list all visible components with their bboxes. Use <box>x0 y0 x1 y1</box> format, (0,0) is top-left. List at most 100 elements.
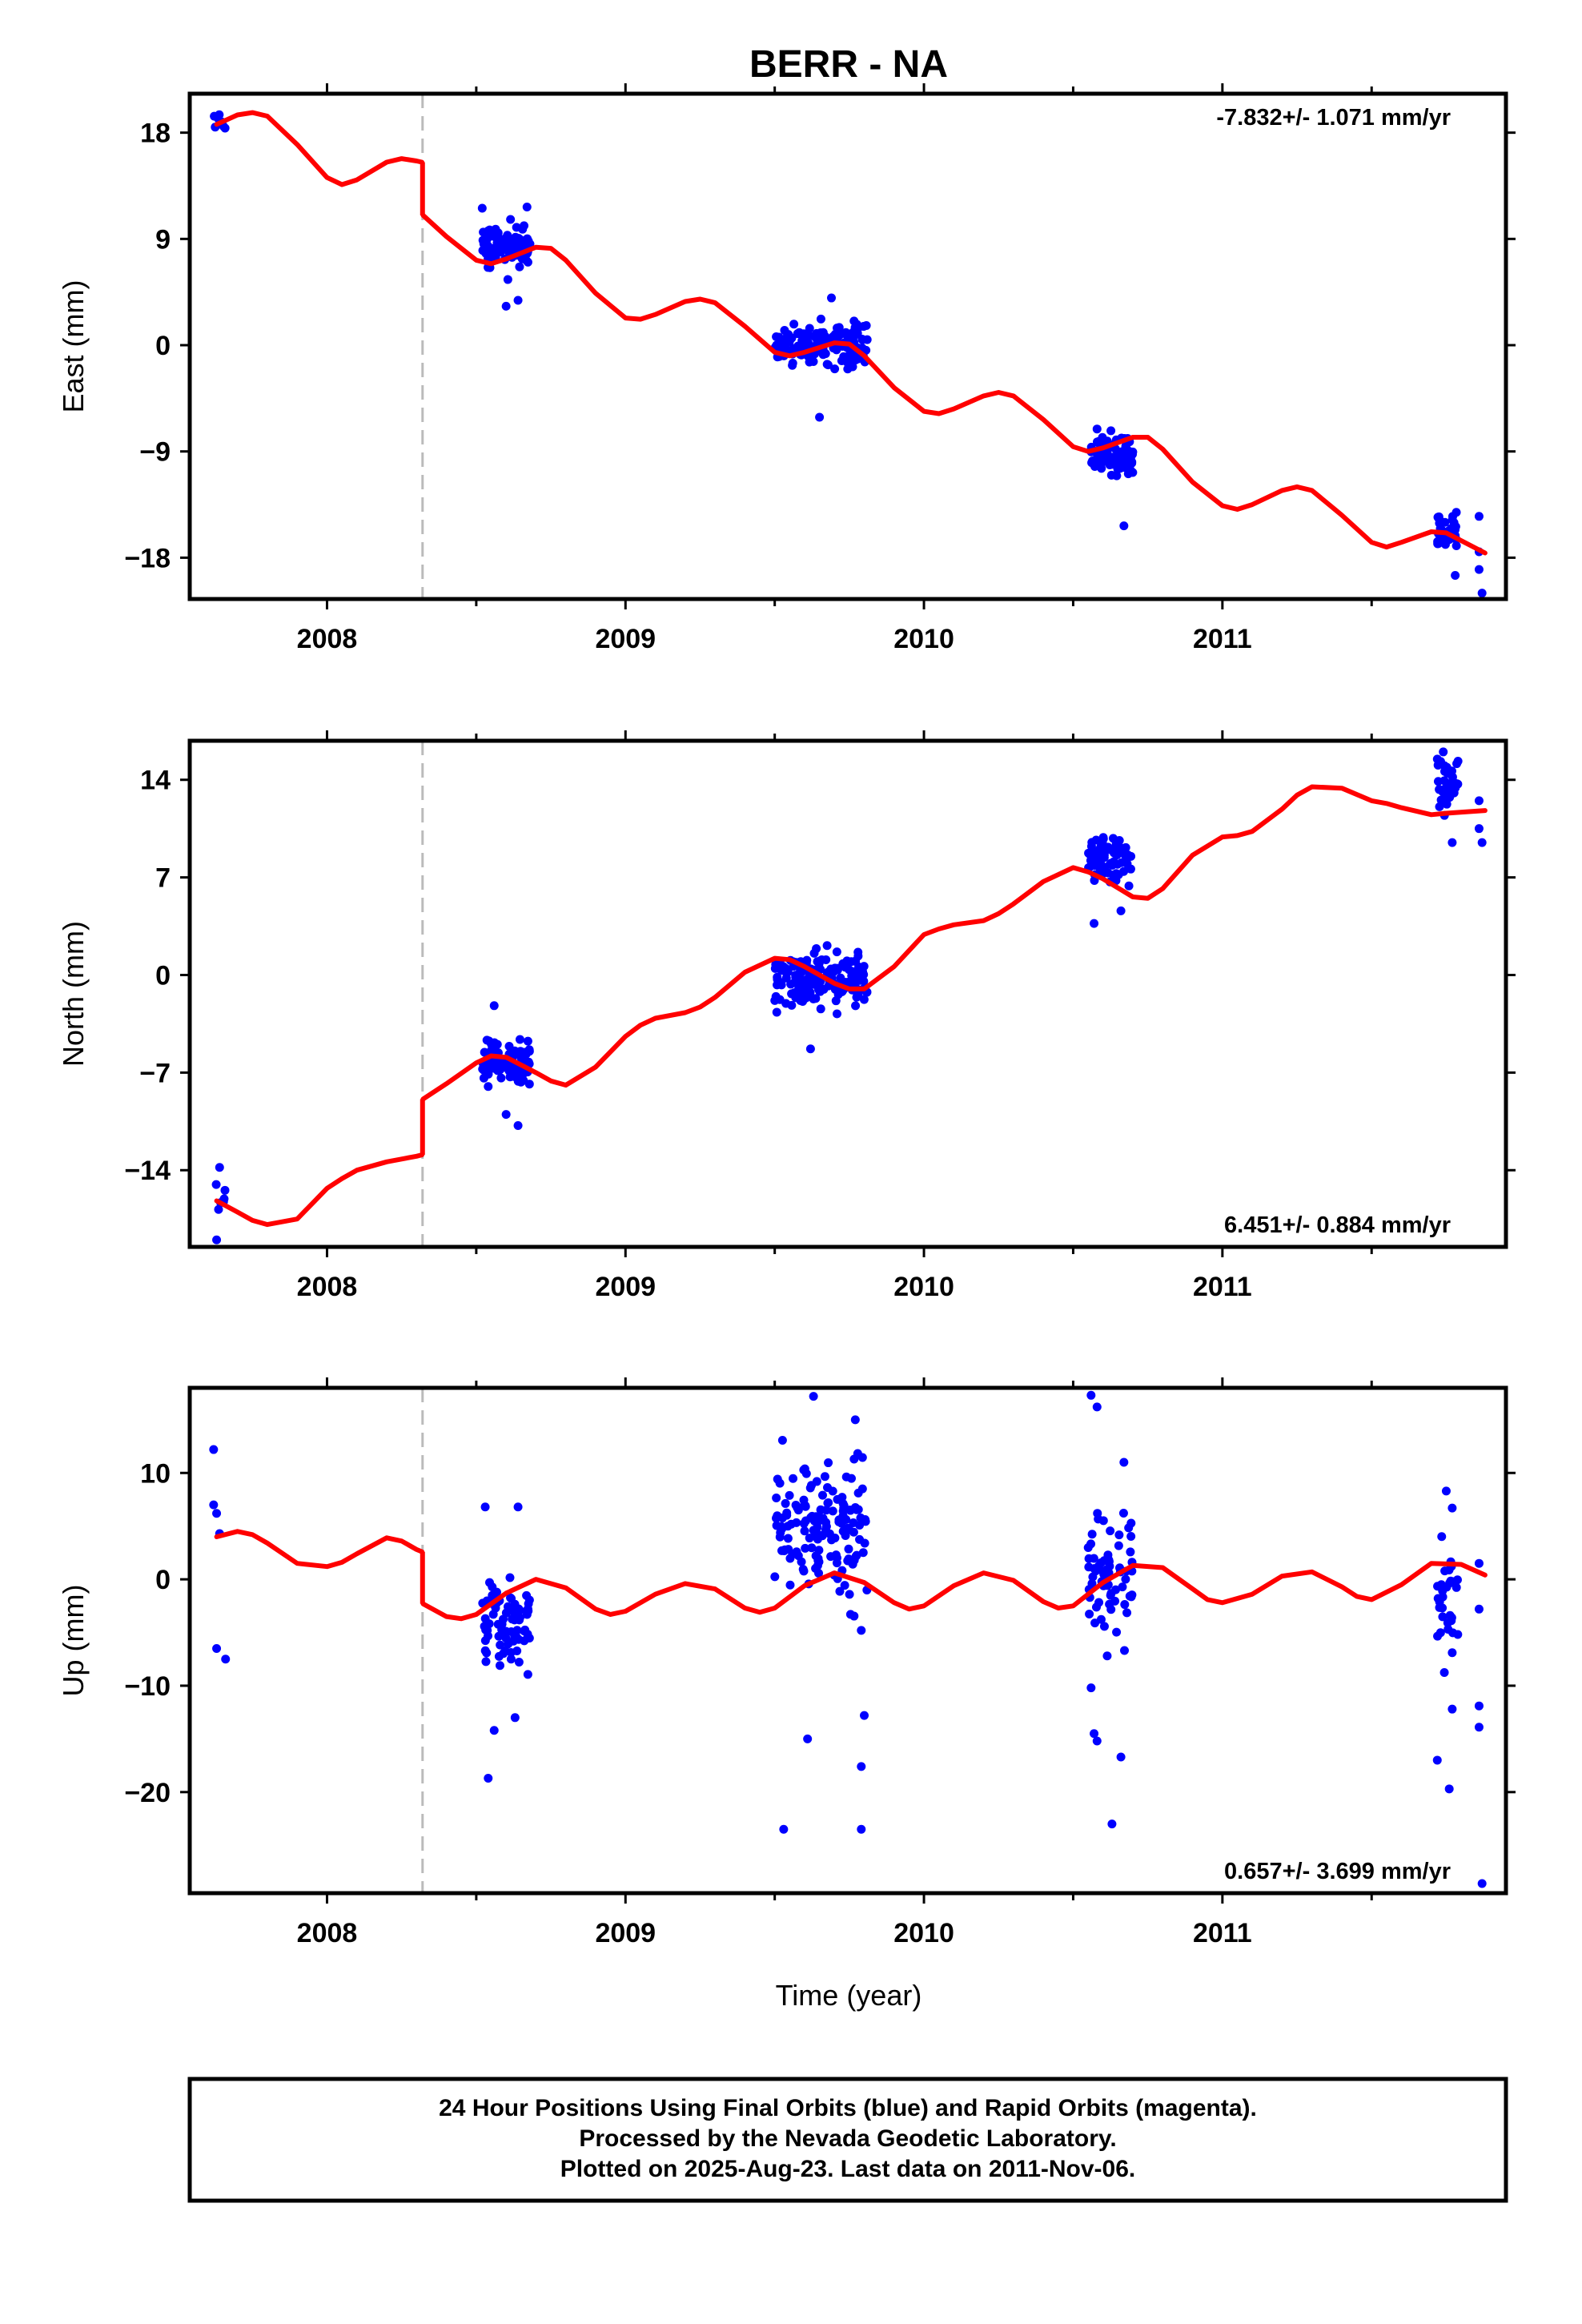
up-data-point <box>830 1534 840 1543</box>
up-data-point <box>860 1538 869 1548</box>
east-data-point <box>220 123 230 133</box>
east-data-point <box>1099 453 1109 463</box>
up-data-point <box>1084 1562 1094 1572</box>
up-data-point <box>505 1573 515 1582</box>
up-data-point <box>522 1590 532 1600</box>
north-data-point <box>214 1204 223 1214</box>
up-data-point <box>1435 1602 1444 1612</box>
north-frame <box>187 738 1508 1249</box>
north-data-point <box>1474 824 1484 834</box>
up-data-point <box>1433 1631 1443 1641</box>
up-data-point <box>495 1661 504 1671</box>
north-data-point <box>510 1046 520 1055</box>
up-data-point <box>1120 1646 1130 1655</box>
up-data-point <box>777 1435 787 1445</box>
up-y-tick-label: 10 <box>140 1458 171 1489</box>
up-data-point <box>841 1531 850 1541</box>
up-data-point <box>1447 1503 1457 1513</box>
up-data-point <box>1120 1600 1130 1610</box>
up-data-point <box>520 1626 529 1636</box>
up-data-point <box>506 1647 516 1657</box>
north-data-point <box>777 980 786 990</box>
east-data-point <box>524 236 533 246</box>
east-data-point <box>521 255 531 265</box>
up-data-point <box>480 1646 490 1655</box>
up-data-point <box>524 1599 533 1609</box>
east-data-point <box>853 354 863 364</box>
up-data-point <box>1439 1667 1449 1677</box>
up-data-point <box>1106 1526 1115 1536</box>
east-data-point <box>815 412 825 422</box>
north-data-point <box>489 1063 499 1072</box>
up-data-point <box>1126 1547 1135 1557</box>
east-data-point <box>1092 424 1102 434</box>
north-data-point <box>513 1121 523 1131</box>
up-data-point <box>1092 1736 1102 1746</box>
up-data-point <box>1441 1486 1451 1496</box>
north-data-point <box>859 976 869 986</box>
up-data-point <box>1122 1608 1132 1618</box>
north-data-point <box>832 947 841 957</box>
east-data-point <box>774 332 784 342</box>
up-y-axis-label: Up (mm) <box>57 1585 90 1697</box>
north-data-point <box>1447 787 1457 797</box>
up-data-point <box>1102 1651 1112 1661</box>
up-data-point <box>1440 1566 1450 1576</box>
east-y-tick-label: 9 <box>155 224 171 255</box>
up-data-point <box>1085 1609 1094 1618</box>
north-data-point <box>809 994 818 1003</box>
north-data-point <box>215 1163 224 1172</box>
up-x-tick-label: 2011 <box>1193 1918 1252 1948</box>
up-data-point <box>1474 1558 1484 1568</box>
east-data-point <box>812 328 821 338</box>
north-data-point <box>822 941 832 951</box>
caption-line-1: 24 Hour Positions Using Final Orbits (bl… <box>439 2095 1257 2121</box>
north-model-curve <box>420 784 1488 1102</box>
east-data-point <box>1477 589 1487 598</box>
up-data-point <box>1104 1568 1114 1578</box>
north-data-point <box>798 990 808 999</box>
up-data-point <box>1126 1531 1136 1541</box>
north-data-point <box>489 1001 499 1011</box>
up-data-point <box>800 1526 809 1536</box>
up-data-point <box>1112 1627 1122 1637</box>
up-data-point <box>1438 1612 1447 1622</box>
up-data-point <box>775 1532 785 1542</box>
east-data-point <box>1440 540 1450 549</box>
north-data-point <box>1108 834 1118 843</box>
up-data-point <box>857 1626 866 1635</box>
up-x-tick-label: 2008 <box>297 1918 358 1948</box>
north-data-point <box>1474 796 1484 806</box>
east-data-point <box>1452 541 1461 551</box>
up-data-point <box>775 1478 785 1488</box>
up-data-point <box>777 1522 786 1531</box>
north-data-point <box>515 1035 524 1044</box>
east-data-point <box>805 324 814 333</box>
north-rate-label: 6.451+/- 0.884 mm/yr <box>1224 1212 1451 1238</box>
up-data-point <box>480 1502 490 1512</box>
north-data-point <box>1442 799 1452 809</box>
caption-box: 24 Hour Positions Using Final Orbits (bl… <box>187 2077 1508 2203</box>
up-data-point <box>1118 1582 1127 1592</box>
north-data-point <box>1095 844 1105 854</box>
up-y-tick-label: −20 <box>124 1778 171 1808</box>
up-data-point <box>811 1551 821 1561</box>
north-data-point <box>804 983 813 992</box>
up-data-point <box>849 1555 859 1565</box>
north-data-point <box>836 973 845 983</box>
up-x-tick-label: 2009 <box>595 1918 656 1948</box>
north-data-point <box>782 968 792 978</box>
east-data-point <box>789 320 799 329</box>
north-data-point <box>1447 838 1457 847</box>
up-data-point <box>1114 1541 1123 1550</box>
up-data-point <box>484 1774 493 1783</box>
east-data-point <box>506 215 516 224</box>
north-data-point <box>501 1110 511 1120</box>
up-data-point <box>782 1510 792 1520</box>
up-data-point <box>488 1610 498 1619</box>
north-data-point <box>220 1185 230 1195</box>
north-data-point <box>771 959 781 969</box>
north-data-point <box>795 967 805 977</box>
up-data-point <box>845 1590 854 1599</box>
